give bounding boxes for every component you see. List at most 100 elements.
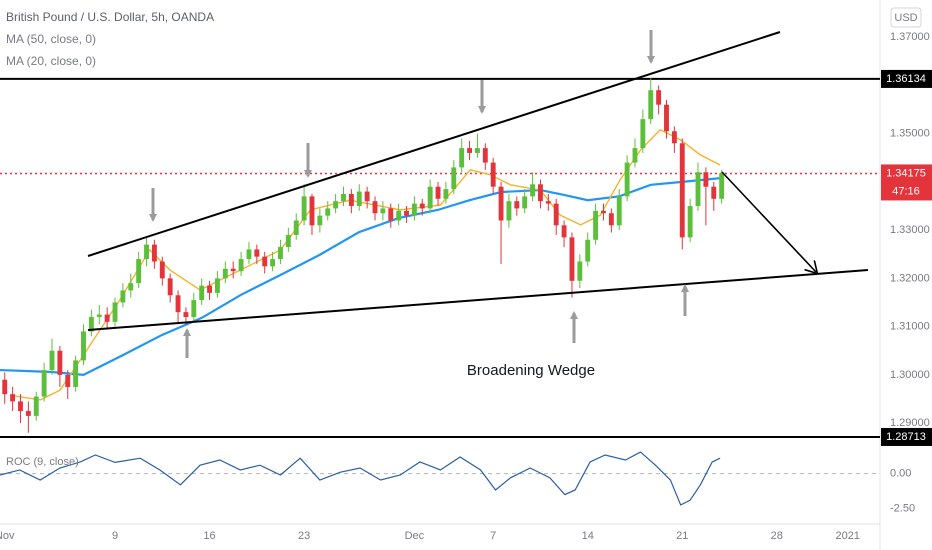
- candle-body: [285, 234, 291, 248]
- drawings: [87, 30, 869, 358]
- indicator-tick-label: 0.00: [890, 468, 911, 480]
- candle-body: [33, 396, 39, 416]
- candle-body: [671, 131, 677, 144]
- annotation: Broadening Wedge: [467, 362, 595, 379]
- indicator-tick-label: -2.50: [890, 503, 915, 515]
- candle-body: [88, 316, 94, 332]
- legend-entry: MA (20, close, 0): [6, 54, 96, 68]
- candle-body: [183, 312, 189, 317]
- candle-body: [293, 220, 299, 235]
- x-tick-label: 14: [582, 530, 594, 542]
- candle-body: [695, 172, 701, 207]
- y-tick-label: 1.33000: [890, 224, 930, 236]
- candle-body: [364, 191, 370, 202]
- x-tick-label: 21: [676, 530, 688, 542]
- y-tick-label: 1.30000: [890, 369, 930, 381]
- candle-body: [65, 374, 71, 387]
- candle-body: [719, 173, 725, 199]
- candle-body: [356, 191, 362, 207]
- candle-body: [711, 186, 717, 199]
- candle-body: [167, 278, 173, 296]
- candle-body: [569, 237, 575, 281]
- candle-body: [482, 148, 488, 163]
- candle-body: [301, 196, 307, 221]
- candle-body: [411, 203, 417, 216]
- candle-body: [577, 261, 583, 281]
- candle-body: [57, 350, 63, 375]
- candle-body: [120, 290, 126, 303]
- candle-body: [207, 285, 213, 293]
- candle-body: [522, 196, 528, 209]
- candle-body: [419, 203, 425, 209]
- candle-body: [96, 314, 102, 317]
- candle-body: [506, 201, 512, 221]
- candle-body: [561, 225, 567, 238]
- candle-body: [341, 193, 346, 202]
- candle-body: [664, 104, 669, 132]
- candle-body: [443, 189, 449, 199]
- candle-body: [545, 201, 551, 204]
- candle-body: [530, 184, 536, 197]
- candle-body: [396, 210, 402, 221]
- candle-body: [640, 119, 646, 149]
- candle-body: [656, 90, 662, 105]
- y-tick-label: 1.35000: [890, 128, 930, 140]
- candle-body: [467, 148, 472, 153]
- x-tick-label: 2021: [835, 530, 859, 542]
- x-tick-label: 7: [490, 530, 496, 542]
- candle-body: [136, 259, 142, 284]
- lower-trend-line: [87, 269, 869, 331]
- candle-body: [372, 201, 378, 214]
- candle-body: [687, 206, 693, 238]
- x-tick-label: 23: [298, 530, 310, 542]
- candle-body: [451, 167, 457, 190]
- candle-body: [222, 268, 228, 279]
- candle-body: [514, 201, 520, 209]
- candle-body: [317, 215, 323, 226]
- candle-body: [632, 148, 638, 163]
- candle-body: [585, 239, 591, 262]
- plot-area: [0, 77, 880, 506]
- candle-body: [18, 401, 23, 412]
- x-tick-label: 9: [112, 530, 118, 542]
- candle-body: [262, 256, 268, 267]
- chart-title: British Pound / U.S. Dollar, 5h, OANDA: [6, 10, 214, 24]
- projection-arrow: [721, 171, 816, 272]
- price-level-box: [881, 427, 932, 446]
- candle-body: [159, 261, 165, 279]
- candle-body: [175, 295, 181, 313]
- candle-body: [246, 249, 252, 260]
- candle-body: [112, 302, 118, 322]
- candle-body: [81, 331, 86, 361]
- candle-body: [49, 350, 55, 371]
- candle-body: [25, 411, 31, 416]
- candle-body: [648, 90, 654, 120]
- candle-body: [538, 184, 543, 202]
- candle-body: [553, 203, 559, 226]
- countdown: 47:16: [892, 185, 920, 197]
- x-tick-label: Nov: [0, 530, 15, 542]
- candle-body: [2, 379, 8, 395]
- candle-body: [191, 300, 197, 317]
- candle-body: [325, 208, 331, 216]
- candle-body: [41, 370, 47, 397]
- candle-body: [309, 196, 315, 226]
- candle-body: [104, 314, 110, 322]
- candle-body: [498, 186, 504, 221]
- candle-body: [238, 259, 244, 272]
- candle-body: [380, 208, 386, 214]
- candle-body: [490, 162, 496, 187]
- upper-trend-line: [87, 31, 781, 257]
- candle-body: [254, 249, 260, 257]
- candle-body: [230, 268, 236, 272]
- candle-body: [593, 210, 599, 240]
- candle-body: [427, 186, 433, 209]
- candle-body: [388, 208, 394, 221]
- candle-body: [151, 244, 157, 262]
- currency: USD: [894, 12, 917, 24]
- legend-entry: MA (50, close, 0): [6, 32, 96, 46]
- price-level-label: 1.28713: [886, 431, 926, 443]
- price-level-box: [881, 69, 932, 88]
- candle-body: [703, 172, 709, 187]
